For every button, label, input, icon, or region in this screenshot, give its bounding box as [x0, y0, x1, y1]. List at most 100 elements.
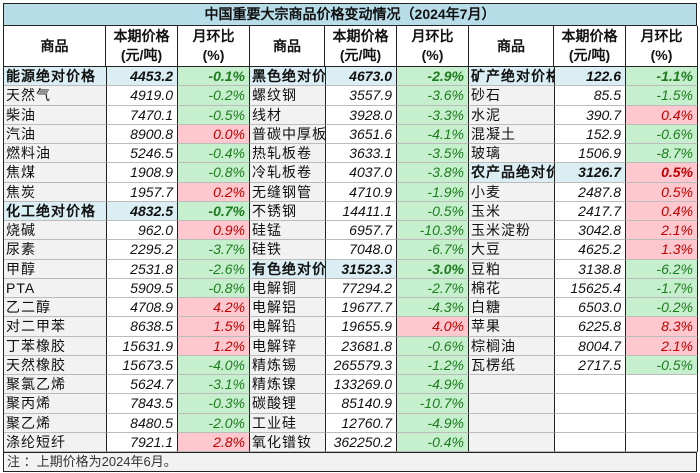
commodity-name: 混凝土: [469, 124, 554, 144]
price-value: 77294.2: [325, 278, 397, 298]
change-down: -4.1%: [397, 124, 469, 144]
change-down: -3.5%: [397, 144, 469, 164]
change-down: -2.9%: [397, 67, 469, 87]
change-up: 1.2%: [178, 336, 250, 356]
category-name: 黑色绝对价: [250, 67, 325, 87]
price-value: 2717.5: [554, 355, 626, 375]
change-down: -6.7%: [397, 240, 469, 260]
price-value: 7048.0: [325, 240, 397, 260]
header-name: 商品: [4, 26, 106, 67]
commodity-name: 氧化镨钕: [250, 432, 325, 452]
change-down: -0.5%: [178, 105, 250, 125]
category-name: 能源绝对价格: [4, 67, 106, 87]
commodity-name: 对二甲苯: [4, 317, 106, 337]
change-down: -3.7%: [178, 240, 250, 260]
commodity-name: 砂石: [469, 86, 554, 106]
price-value: 14411.1: [325, 201, 397, 221]
commodity-name: 苹果: [469, 317, 554, 337]
price-value: 2295.2: [106, 240, 178, 260]
change-up: 4.2%: [178, 298, 250, 318]
change-up: 2.8%: [178, 432, 250, 452]
commodity-name: 小麦: [469, 182, 554, 202]
change-down: -0.3%: [178, 394, 250, 414]
commodity-name: 聚乙烯: [4, 413, 106, 433]
header-change: 月环比 (%): [626, 26, 698, 67]
table-title: 中国重要大宗商品价格变动情况（2024年7月）: [4, 4, 696, 26]
change-up: 8.3%: [626, 317, 698, 337]
table-grid: 商品 本期价格 (元/吨) 月环比 (%) 商品 本期价格 (元/吨) 月环比 (%) 商品…: [4, 26, 698, 452]
price-value: 4673.0: [325, 67, 397, 87]
price-value: 3042.8: [554, 221, 626, 241]
price-value: 4832.5: [106, 201, 178, 221]
change-up: 0.0%: [178, 124, 250, 144]
price-value: 5246.5: [106, 144, 178, 164]
commodity-name: 豆粕: [469, 259, 554, 279]
commodity-name: 无缝钢管: [250, 182, 325, 202]
price-value: 390.7: [554, 105, 626, 125]
category-name: 化工绝对价格: [4, 201, 106, 221]
change-down: -3.6%: [397, 86, 469, 106]
change-down: -3.1%: [178, 375, 250, 395]
commodity-name: PTA: [4, 278, 106, 298]
empty-cell: [469, 375, 554, 395]
price-value: 962.0: [106, 221, 178, 241]
empty-cell: [469, 413, 554, 433]
change-down: -10.7%: [397, 394, 469, 414]
commodity-name: 柴油: [4, 105, 106, 125]
commodity-name: 玻璃: [469, 144, 554, 164]
change-down: -0.4%: [397, 432, 469, 452]
commodity-name: 乙二醇: [4, 298, 106, 318]
price-value: 7921.1: [106, 432, 178, 452]
change-down: -1.7%: [626, 278, 698, 298]
commodity-name: 冷轧板卷: [250, 163, 325, 183]
change-down: -4.0%: [178, 355, 250, 375]
price-value: 4453.2: [106, 67, 178, 87]
change-up: 2.1%: [626, 336, 698, 356]
commodity-name: 碳酸锂: [250, 394, 325, 414]
commodity-name: 汽油: [4, 124, 106, 144]
header-price: 本期价格 (元/吨): [325, 26, 397, 67]
empty-cell: [554, 394, 626, 414]
commodity-name: 热轧板卷: [250, 144, 325, 164]
price-value: 265579.3: [325, 355, 397, 375]
empty-cell: [469, 432, 554, 452]
change-up: 0.5%: [626, 163, 698, 183]
commodity-name: 工业硅: [250, 413, 325, 433]
commodity-name: 尿素: [4, 240, 106, 260]
change-down: -0.2%: [626, 298, 698, 318]
commodity-name: 电解铜: [250, 278, 325, 298]
price-value: 122.6: [554, 67, 626, 87]
commodity-name: 焦炭: [4, 182, 106, 202]
change-down: -0.2%: [178, 86, 250, 106]
commodity-name: 精炼锡: [250, 355, 325, 375]
commodity-name: 燃料油: [4, 144, 106, 164]
price-value: 2531.8: [106, 259, 178, 279]
change-down: -1.9%: [397, 182, 469, 202]
change-down: -0.5%: [397, 201, 469, 221]
change-up: 0.5%: [626, 182, 698, 202]
change-down: -0.7%: [178, 201, 250, 221]
commodity-name: 棕榈油: [469, 336, 554, 356]
commodity-name: 玉米: [469, 201, 554, 221]
header-change: 月环比 (%): [397, 26, 469, 67]
commodity-price-table: 中国重要大宗商品价格变动情况（2024年7月） 商品 本期价格 (元/吨) 月环比 …: [3, 3, 698, 472]
change-up: 0.2%: [178, 182, 250, 202]
commodity-name: 瓦楞纸: [469, 355, 554, 375]
price-value: 4708.9: [106, 298, 178, 318]
change-down: -4.3%: [397, 298, 469, 318]
price-value: 2487.8: [554, 182, 626, 202]
table-note: 注 ：上期价格为2024年6月。: [4, 452, 696, 471]
change-up: 4.0%: [397, 317, 469, 337]
commodity-name: 水泥: [469, 105, 554, 125]
price-value: 4710.9: [325, 182, 397, 202]
price-value: 133269.0: [325, 375, 397, 395]
change-down: -6.2%: [626, 259, 698, 279]
commodity-name: 天然气: [4, 86, 106, 106]
change-down: -1.5%: [626, 86, 698, 106]
change-down: -1.1%: [626, 67, 698, 87]
price-value: 85140.9: [325, 394, 397, 414]
change-down: -0.4%: [178, 144, 250, 164]
commodity-name: 精炼镍: [250, 375, 325, 395]
price-value: 8900.8: [106, 124, 178, 144]
price-value: 3633.1: [325, 144, 397, 164]
